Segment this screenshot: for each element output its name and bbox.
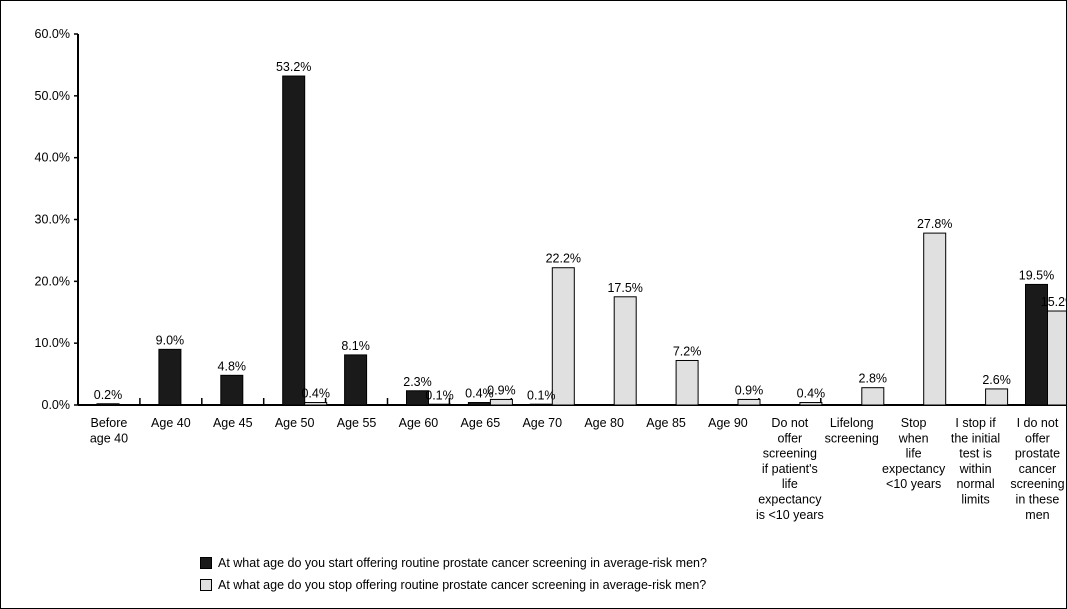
category-label: if patient's xyxy=(762,462,818,476)
category-label: Do not xyxy=(771,416,808,430)
start-bar-label: 19.5% xyxy=(1019,268,1054,282)
legend-label-start: At what age do you start offering routin… xyxy=(218,556,707,570)
category-label: the initial xyxy=(951,431,1000,445)
start-bar xyxy=(344,354,368,406)
category-label: prostate xyxy=(1015,447,1060,461)
legend-label-stop: At what age do you stop offering routine… xyxy=(218,578,707,592)
stop-bar xyxy=(428,403,451,406)
y-tick-label: 30.0% xyxy=(35,213,70,227)
category-label: expectancy xyxy=(882,462,946,476)
legend-swatch-stop xyxy=(200,579,212,591)
stop-bar-label: 0.4% xyxy=(797,387,826,401)
stop-bar-label: 2.8% xyxy=(859,372,888,386)
category-label: I stop if xyxy=(955,416,996,430)
start-bar-label: 8.1% xyxy=(341,339,370,353)
category-label: Age 55 xyxy=(337,416,377,430)
category-label: offer xyxy=(1025,431,1050,445)
start-bar-label: 0.1% xyxy=(527,388,556,402)
category-label: when xyxy=(898,431,929,445)
category-label: is <10 years xyxy=(756,508,824,522)
stop-bar-label: 17.5% xyxy=(607,281,642,295)
category-label: Age 50 xyxy=(275,416,315,430)
category-label: screening xyxy=(1010,477,1064,491)
category-label: in these xyxy=(1016,493,1060,507)
category-label: offer xyxy=(777,431,802,445)
category-label: Lifelong xyxy=(830,416,874,430)
y-tick-label: 50.0% xyxy=(35,89,70,103)
start-bar xyxy=(282,75,306,406)
stop-bar xyxy=(923,232,947,406)
y-tick-label: 60.0% xyxy=(35,27,70,41)
y-tick-label: 20.0% xyxy=(35,274,70,288)
category-label: <10 years xyxy=(886,477,941,491)
category-label: Stop xyxy=(901,416,927,430)
stop-bar-label: 0.9% xyxy=(487,383,516,397)
category-label: Age 90 xyxy=(708,416,748,430)
stop-bar xyxy=(675,359,699,406)
category-label: men xyxy=(1025,508,1049,522)
category-label: Age 85 xyxy=(646,416,686,430)
legend-item-start: At what age do you start offering routin… xyxy=(200,556,707,570)
category-label: limits xyxy=(961,493,989,507)
start-bar-label: 2.3% xyxy=(403,375,432,389)
category-label: Age 45 xyxy=(213,416,253,430)
start-bar xyxy=(96,403,120,406)
start-bar-label: 4.8% xyxy=(218,359,247,373)
category-label: expectancy xyxy=(758,493,822,507)
stop-bar-label: 0.9% xyxy=(735,383,764,397)
category-label: Age 70 xyxy=(522,416,562,430)
data-labels: 0.2%9.0%4.8%53.2%0.4%8.1%2.3%0.1% 0.4%0.9… xyxy=(94,60,1066,402)
bars xyxy=(96,75,1066,406)
category-label: Before xyxy=(91,416,128,430)
start-bar-label: 9.0% xyxy=(156,333,185,347)
stop-bar xyxy=(861,387,885,406)
category-label: age 40 xyxy=(90,431,128,445)
y-tick-label: 0.0% xyxy=(42,398,71,412)
category-label: screening xyxy=(763,447,817,461)
category-label: test is xyxy=(959,447,992,461)
stop-bar xyxy=(551,267,575,406)
category-label: Age 65 xyxy=(461,416,501,430)
start-bar xyxy=(220,374,244,406)
stop-bar xyxy=(1047,310,1066,406)
category-label: normal xyxy=(956,477,994,491)
start-bar-label: 0.4% xyxy=(465,387,494,401)
stop-bar-label: 0.4% xyxy=(301,387,330,401)
category-label: Age 80 xyxy=(584,416,624,430)
category-label: life xyxy=(782,477,798,491)
stop-bar xyxy=(613,296,637,406)
category-label: life xyxy=(906,447,922,461)
start-bar xyxy=(467,402,491,406)
stop-bar xyxy=(799,402,823,406)
legend-item-stop: At what age do you stop offering routine… xyxy=(200,578,706,592)
category-label: I do not xyxy=(1017,416,1059,430)
category-label: within xyxy=(959,462,992,476)
axes: 0.0% 10.0% 20.0% 30.0% 40.0% 50.0% 60.0% xyxy=(35,27,1066,412)
start-bar xyxy=(529,403,553,406)
stop-bar xyxy=(737,398,761,406)
legend-swatch-start xyxy=(200,557,212,569)
stop-bar-label: 0.1% xyxy=(425,388,454,402)
stop-bar-label: 22.2% xyxy=(546,252,581,266)
start-bar-label: 0.2% xyxy=(94,388,123,402)
category-label: Age 60 xyxy=(399,416,439,430)
stop-bar xyxy=(489,398,513,406)
stop-bar xyxy=(304,402,328,406)
stop-bar-label: 27.8% xyxy=(917,217,952,231)
category-label: Age 40 xyxy=(151,416,191,430)
start-bar-label: 53.2% xyxy=(276,60,311,74)
category-label: cancer xyxy=(1019,462,1057,476)
start-bar xyxy=(406,390,429,406)
stop-bar-label: 7.2% xyxy=(673,344,702,358)
y-tick-label: 40.0% xyxy=(35,151,70,165)
y-tick-label: 10.0% xyxy=(35,336,70,350)
stop-bar-label: 15.2% xyxy=(1041,295,1066,309)
category-label: screening xyxy=(825,431,879,445)
start-bar xyxy=(158,348,182,406)
stop-bar-label: 2.6% xyxy=(982,373,1011,387)
stop-bar xyxy=(985,388,1009,406)
